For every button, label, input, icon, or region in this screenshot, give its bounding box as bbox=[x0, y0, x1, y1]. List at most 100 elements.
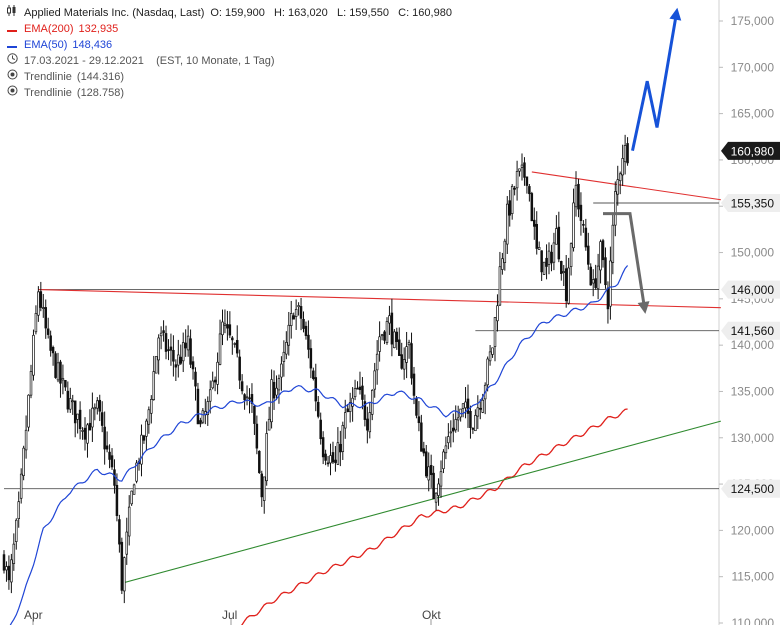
legend-ema200-row[interactable]: EMA(200) 132,935 bbox=[6, 21, 452, 37]
candle-body bbox=[434, 492, 438, 503]
candle-body bbox=[73, 400, 77, 424]
legend-trendline2-row[interactable]: Trendlinie (128.758) bbox=[6, 85, 452, 101]
candle-body bbox=[363, 401, 367, 420]
candle-body bbox=[42, 307, 45, 309]
candle-body bbox=[132, 484, 136, 495]
candle-body bbox=[140, 434, 143, 465]
candle-body bbox=[506, 203, 509, 245]
candle-body bbox=[560, 260, 563, 274]
candle-body bbox=[474, 415, 477, 432]
candle-body bbox=[240, 381, 244, 392]
candle-body bbox=[550, 251, 553, 264]
period-text: 17.03.2021 - 29.12.2021 (EST, 10 Monate,… bbox=[24, 55, 275, 67]
candle-body bbox=[454, 419, 457, 431]
candle-body bbox=[32, 334, 35, 376]
candle-body bbox=[373, 370, 376, 390]
candle-body bbox=[368, 412, 372, 433]
candles-layer bbox=[2, 134, 629, 604]
candle-body bbox=[216, 361, 219, 385]
candle-body bbox=[194, 371, 197, 387]
ema50-swatch bbox=[6, 37, 18, 53]
candle-body bbox=[439, 471, 443, 487]
candle-body bbox=[105, 445, 109, 450]
candle-body bbox=[289, 313, 293, 326]
candle-body bbox=[49, 335, 52, 351]
candle-body bbox=[125, 531, 128, 555]
candle-body bbox=[390, 312, 394, 345]
candle-body bbox=[533, 219, 536, 227]
candle-body bbox=[520, 164, 524, 168]
legend-instrument-row: Applied Materials Inc. (Nasdaq, Last) O:… bbox=[6, 5, 452, 21]
candle-body bbox=[179, 356, 183, 364]
price-tag-box bbox=[721, 321, 780, 340]
candle-body bbox=[518, 168, 521, 172]
candle-body bbox=[623, 145, 627, 163]
candle-body bbox=[425, 451, 428, 477]
candle-body bbox=[294, 308, 298, 317]
candle-body bbox=[184, 342, 187, 349]
candle-body bbox=[398, 339, 401, 356]
price-tag-box bbox=[721, 280, 780, 299]
candle-body bbox=[96, 400, 99, 409]
candle-body bbox=[510, 186, 514, 214]
candle-body bbox=[243, 394, 246, 401]
target-icon bbox=[6, 85, 18, 101]
candle-body bbox=[164, 333, 168, 352]
trendline2-label: Trendlinie bbox=[24, 87, 72, 99]
candle-body bbox=[321, 437, 325, 458]
candle-body bbox=[181, 342, 185, 362]
candle-body bbox=[574, 184, 578, 208]
candle-body bbox=[540, 250, 543, 273]
candle-body bbox=[437, 483, 440, 496]
candle-body bbox=[145, 420, 148, 437]
x-tick-label: Apr bbox=[24, 608, 43, 622]
legend-trendline1-row[interactable]: Trendlinie (144.316) bbox=[6, 69, 452, 85]
candle-body bbox=[316, 401, 320, 417]
candle-body bbox=[528, 186, 531, 195]
candle-body bbox=[393, 331, 396, 349]
candle-body bbox=[547, 250, 551, 265]
candle-body bbox=[471, 428, 475, 430]
candle-body bbox=[159, 332, 163, 337]
candle-body bbox=[405, 346, 408, 363]
price-tag-label: 146,000 bbox=[731, 283, 775, 297]
trendline1-label: Trendlinie bbox=[24, 71, 72, 83]
candle-body bbox=[562, 271, 565, 274]
candle-body bbox=[356, 387, 359, 390]
candle-body bbox=[221, 321, 224, 336]
candle-body bbox=[412, 373, 416, 396]
legend-ema50-row[interactable]: EMA(50) 148,436 bbox=[6, 37, 452, 53]
candle-body bbox=[530, 193, 534, 222]
candle-body bbox=[422, 448, 426, 454]
ema200-value: 132,935 bbox=[78, 23, 119, 35]
candle-body bbox=[503, 240, 507, 263]
candle-body bbox=[130, 490, 133, 505]
candle-body bbox=[169, 346, 173, 351]
candle-body bbox=[596, 265, 600, 290]
candle-body bbox=[348, 402, 352, 412]
candle-body bbox=[587, 245, 590, 265]
candle-body bbox=[226, 324, 229, 329]
candle-body bbox=[447, 436, 450, 444]
candle-body bbox=[324, 453, 327, 461]
ema200-layer bbox=[240, 408, 628, 625]
y-tick-label: 135,000 bbox=[731, 384, 775, 398]
candle-body bbox=[429, 465, 433, 476]
candle-body bbox=[260, 473, 264, 498]
trendline2-value: (128.758) bbox=[76, 87, 124, 99]
candle-body bbox=[611, 224, 615, 263]
candle-body bbox=[206, 401, 210, 416]
candle-body bbox=[378, 336, 381, 352]
candle-body bbox=[123, 557, 126, 592]
ema50-value: 148,436 bbox=[72, 39, 113, 51]
x-tick-label: Jul bbox=[222, 608, 237, 622]
candle-body bbox=[606, 287, 610, 310]
candle-body bbox=[150, 399, 153, 414]
candle-body bbox=[258, 450, 261, 473]
candle-body bbox=[442, 451, 445, 470]
candle-body bbox=[513, 187, 516, 190]
ema50-line bbox=[9, 265, 629, 625]
candle-body bbox=[34, 313, 38, 333]
candle-body bbox=[172, 349, 175, 362]
